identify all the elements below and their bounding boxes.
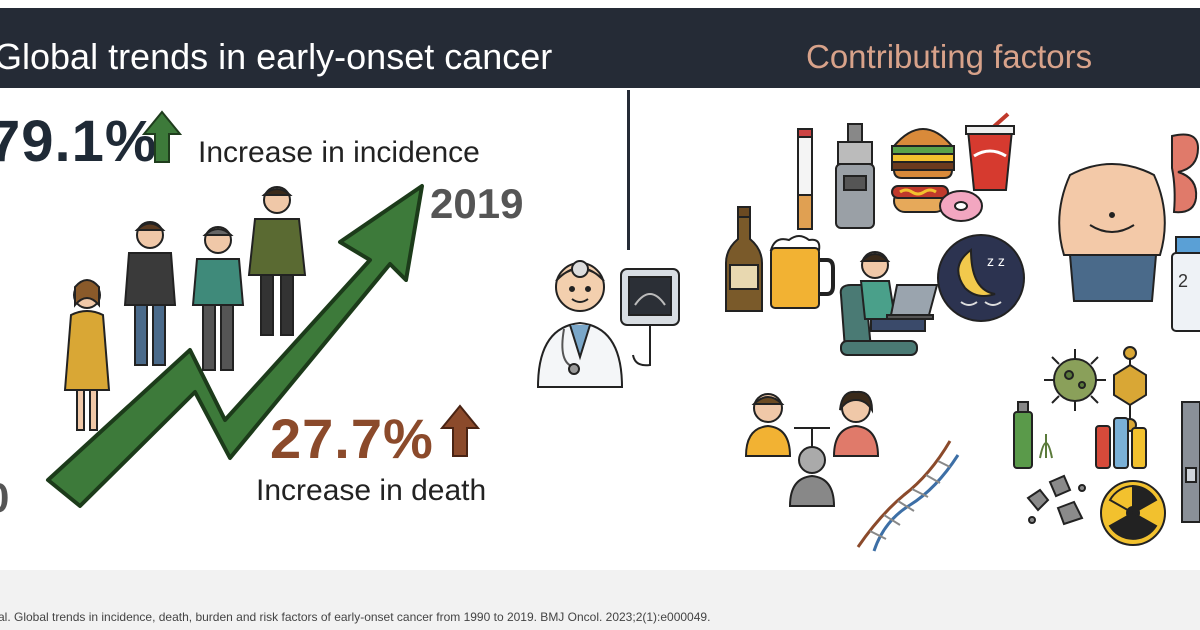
citation-text: al. Global trends in incidence, death, b… xyxy=(0,610,711,624)
cigarette-icon xyxy=(797,128,813,230)
virus-icon xyxy=(1044,349,1106,411)
factory-icon xyxy=(1181,401,1200,523)
up-arrow-icon xyxy=(440,404,480,457)
header-title-left: Global trends in early-onset cancer xyxy=(0,36,553,77)
trend-arrow-icon xyxy=(46,184,424,508)
header-bar: Global trends in early-onset cancer Cont… xyxy=(0,8,1200,88)
spray-bottles-icon xyxy=(1013,401,1147,469)
up-arrow-icon xyxy=(142,110,182,163)
footer-band xyxy=(0,570,1200,630)
svg-text:2: 2 xyxy=(1178,271,1188,291)
section-divider xyxy=(627,90,630,250)
dna-icon xyxy=(856,440,960,552)
incidence-label: Increase in incidence xyxy=(198,136,480,169)
incidence-value: 79.1% xyxy=(0,109,158,174)
people-icon xyxy=(63,186,307,431)
death-label: Increase in death xyxy=(256,474,487,507)
burger-icon xyxy=(891,128,955,179)
year-end-label: 2019 xyxy=(430,180,524,227)
radiation-icon xyxy=(1100,480,1166,546)
ultrasound-icon xyxy=(620,268,680,367)
year-start-label: 0 xyxy=(0,474,9,522)
family-tree-icon xyxy=(744,390,880,507)
moon-sleep-icon: z z xyxy=(937,234,1025,322)
doctor-icon xyxy=(536,260,624,388)
hotdog-icon xyxy=(891,185,949,213)
soda-icon xyxy=(965,112,1015,191)
pollution-icon xyxy=(1026,474,1086,526)
svg-text:z z: z z xyxy=(987,253,1005,269)
header-title-right: Contributing factors xyxy=(806,38,1093,75)
donut-icon xyxy=(939,190,983,222)
death-value: 27.7% xyxy=(270,407,434,470)
obesity-icon xyxy=(1058,163,1166,302)
vape-icon xyxy=(835,123,875,229)
laptop-person-icon xyxy=(839,251,939,356)
pill-bottle-icon: 2 xyxy=(1171,236,1200,332)
beer-mug-icon xyxy=(769,235,835,309)
intestine-icon xyxy=(1171,133,1200,214)
beer-bottle-icon xyxy=(725,206,763,312)
